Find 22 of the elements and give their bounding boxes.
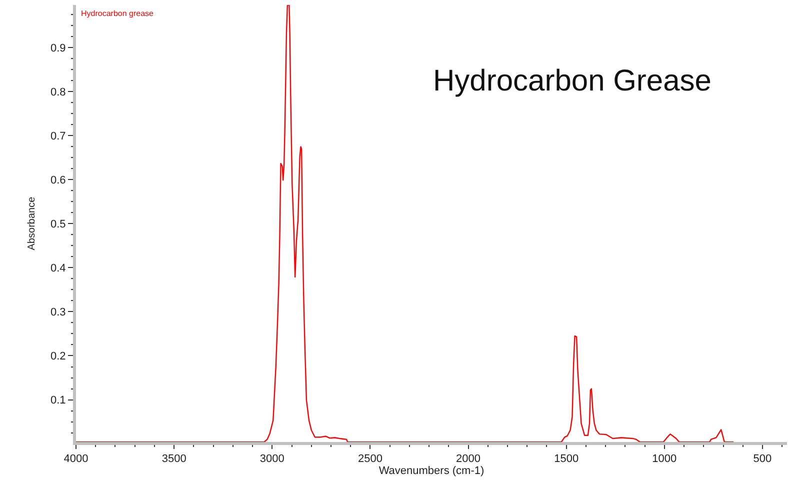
x-tick-label: 1500 bbox=[554, 453, 579, 466]
x-axis-title: Wavenumbers (cm-1) bbox=[378, 465, 484, 478]
x-tick-label: 3000 bbox=[260, 453, 284, 466]
y-axis-title: Absorbance bbox=[26, 196, 38, 250]
y-tick-label: 0.4 bbox=[50, 262, 66, 275]
y-tick-label: 0.7 bbox=[50, 130, 66, 143]
y-tick-label: 0.1 bbox=[50, 394, 66, 407]
text: Hydrocarbon Grease bbox=[433, 64, 712, 98]
x-tick-label: 2000 bbox=[456, 453, 481, 466]
x-tick-label: 500 bbox=[753, 453, 772, 466]
y-tick-label: 0.5 bbox=[50, 218, 66, 231]
y-tick-label: 0.9 bbox=[50, 42, 66, 55]
line-series bbox=[76, 5, 734, 442]
y-tick-label: 0.2 bbox=[50, 350, 66, 363]
x-tick-label: 1000 bbox=[652, 453, 677, 466]
y-tick-label: 0.3 bbox=[50, 306, 66, 319]
x-tick-label: 3500 bbox=[162, 453, 186, 466]
text: Hydrocarbon grease bbox=[81, 9, 154, 18]
x-tick-label: 2500 bbox=[358, 453, 382, 466]
x-tick-label: 4000 bbox=[64, 453, 88, 466]
y-tick-label: 0.6 bbox=[50, 174, 66, 187]
y-tick-label: 0.8 bbox=[50, 86, 66, 99]
